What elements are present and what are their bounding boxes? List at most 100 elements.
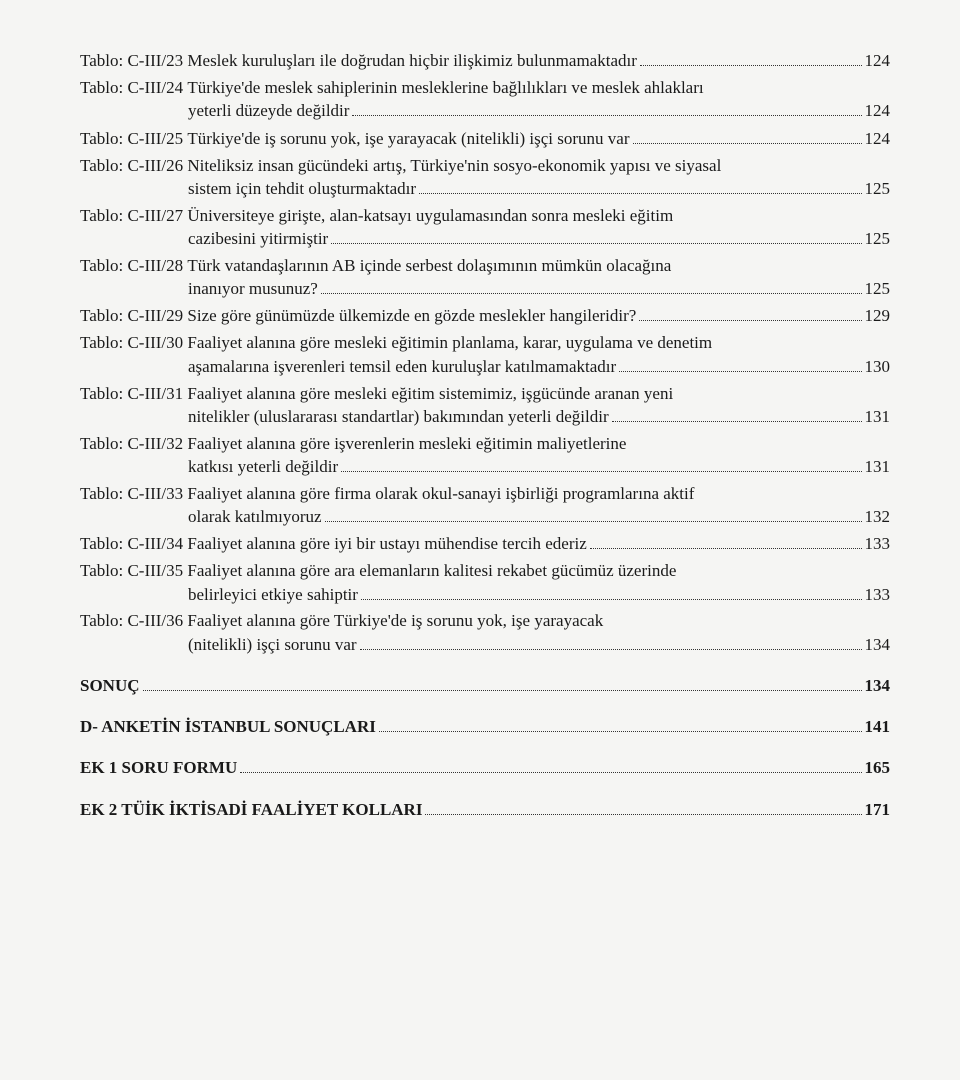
leader-dots — [325, 506, 862, 522]
toc-entry: Tablo: C-III/24 Türkiye'de meslek sahipl… — [80, 77, 890, 123]
entry-page: 129 — [865, 305, 891, 328]
entry-text: cazibesini yitirmiştir — [188, 228, 328, 251]
toc-entry: Tablo: C-III/28 Türk vatandaşlarının AB … — [80, 255, 890, 301]
toc-line: nitelikler (uluslararası standartlar) ba… — [80, 406, 890, 429]
entry-label: Tablo: C-III/34 — [80, 533, 187, 556]
leader-dots — [639, 305, 861, 321]
entry-label: Tablo: C-III/30 — [80, 332, 187, 355]
toc-line: Tablo: C-III/32 Faaliyet alanına göre iş… — [80, 433, 890, 456]
section-entry: SONUÇ 134 — [80, 675, 890, 698]
section-page: 134 — [865, 675, 891, 698]
leader-dots — [590, 533, 862, 549]
leader-dots — [640, 50, 862, 66]
leader-dots — [143, 675, 862, 691]
toc-line: belirleyici etkiye sahiptir 133 — [80, 583, 890, 606]
section-line: EK 2 TÜİK İKTİSADİ FAALİYET KOLLARI171 — [80, 798, 890, 821]
leader-dots — [612, 406, 862, 422]
entry-text: katkısı yeterli değildir — [188, 456, 338, 479]
leader-dots — [361, 583, 862, 599]
entry-page: 125 — [865, 228, 891, 251]
entry-page: 134 — [865, 634, 891, 657]
entry-text: inanıyor musunuz? — [188, 278, 318, 301]
toc-sections: SONUÇ 134 D- ANKETİN İSTANBUL SONUÇLARI 141… — [80, 675, 890, 822]
leader-dots — [331, 228, 861, 244]
entry-text: Faaliyet alanına göre firma olarak okul-… — [187, 483, 694, 506]
entry-text: Faaliyet alanına göre mesleki eğitim sis… — [187, 383, 673, 406]
entry-text: olarak katılmıyoruz — [188, 506, 322, 529]
toc-entry: Tablo: C-III/36 Faaliyet alanına göre Tü… — [80, 610, 890, 656]
section-label: EK 1 SORU FORMU — [80, 757, 237, 780]
entry-label: Tablo: C-III/28 — [80, 255, 187, 278]
entry-text: Faaliyet alanına göre ara elemanların ka… — [187, 560, 676, 583]
entry-label: Tablo: C-III/24 — [80, 77, 187, 100]
toc-line: Tablo: C-III/29 Size göre günümüzde ülke… — [80, 305, 890, 328]
entry-page: 132 — [865, 506, 891, 529]
leader-dots — [240, 757, 861, 773]
toc-entry: Tablo: C-III/29 Size göre günümüzde ülke… — [80, 305, 890, 328]
section-line: EK 1 SORU FORMU165 — [80, 757, 890, 780]
entry-page: 130 — [865, 356, 891, 379]
leader-dots — [633, 127, 862, 143]
entry-text: nitelikler (uluslararası standartlar) ba… — [188, 406, 609, 429]
leader-dots — [419, 178, 861, 194]
entry-page: 124 — [865, 50, 891, 73]
entry-text: Türkiye'de iş sorunu yok, işe yarayacak … — [187, 128, 629, 151]
entry-page: 124 — [865, 128, 891, 151]
entry-page: 133 — [865, 584, 891, 607]
toc-entry: Tablo: C-III/27 Üniversiteye girişte, al… — [80, 205, 890, 251]
toc-entry: Tablo: C-III/23 Meslek kuruluşları ile d… — [80, 50, 890, 73]
section-entry: EK 2 TÜİK İKTİSADİ FAALİYET KOLLARI171 — [80, 798, 890, 821]
entry-page: 131 — [865, 456, 891, 479]
entry-label: Tablo: C-III/32 — [80, 433, 187, 456]
entry-label: Tablo: C-III/31 — [80, 383, 187, 406]
toc-entry: Tablo: C-III/25 Türkiye'de iş sorunu yok… — [80, 127, 890, 150]
toc-line: Tablo: C-III/35 Faaliyet alanına göre ar… — [80, 560, 890, 583]
toc-entry: Tablo: C-III/34 Faaliyet alanına göre iy… — [80, 533, 890, 556]
toc-line: Tablo: C-III/27 Üniversiteye girişte, al… — [80, 205, 890, 228]
toc-line: yeterli düzeyde değildir124 — [80, 100, 890, 123]
toc-entry: Tablo: C-III/33 Faaliyet alanına göre fi… — [80, 483, 890, 529]
toc-line: sistem için tehdit oluşturmaktadır125 — [80, 178, 890, 201]
entry-page: 133 — [865, 533, 891, 556]
section-line: SONUÇ 134 — [80, 675, 890, 698]
section-page: 141 — [865, 716, 891, 739]
entry-label: Tablo: C-III/35 — [80, 560, 187, 583]
section-page: 171 — [865, 799, 891, 822]
toc-page: Tablo: C-III/23 Meslek kuruluşları ile d… — [0, 0, 960, 878]
section-label: D- ANKETİN İSTANBUL SONUÇLARI — [80, 716, 376, 739]
toc-line: Tablo: C-III/36 Faaliyet alanına göre Tü… — [80, 610, 890, 633]
toc-entry: Tablo: C-III/30 Faaliyet alanına göre me… — [80, 332, 890, 378]
entry-label: Tablo: C-III/29 — [80, 305, 187, 328]
entry-text: aşamalarına işverenleri temsil eden kuru… — [188, 356, 616, 379]
entry-page: 124 — [865, 100, 891, 123]
entry-text: Size göre günümüzde ülkemizde en gözde m… — [187, 305, 636, 328]
entry-text: Meslek kuruluşları ile doğrudan hiçbir i… — [187, 50, 636, 73]
entry-text: Türk vatandaşlarının AB içinde serbest d… — [187, 255, 671, 278]
entry-label: Tablo: C-III/23 — [80, 50, 187, 73]
toc-line: Tablo: C-III/23 Meslek kuruluşları ile d… — [80, 50, 890, 73]
toc-entry: Tablo: C-III/35 Faaliyet alanına göre ar… — [80, 560, 890, 606]
entry-text: Faaliyet alanına göre iyi bir ustayı müh… — [187, 533, 586, 556]
toc-line: Tablo: C-III/33 Faaliyet alanına göre fi… — [80, 483, 890, 506]
leader-dots — [321, 278, 862, 294]
entry-text: Faaliyet alanına göre Türkiye'de iş soru… — [187, 610, 603, 633]
toc-line: Tablo: C-III/30 Faaliyet alanına göre me… — [80, 332, 890, 355]
toc-line: katkısı yeterli değildir 131 — [80, 456, 890, 479]
entry-label: Tablo: C-III/27 — [80, 205, 187, 228]
toc-line: inanıyor musunuz?125 — [80, 278, 890, 301]
leader-dots — [379, 716, 862, 732]
leader-dots — [425, 798, 861, 814]
entry-label: Tablo: C-III/25 — [80, 128, 187, 151]
toc-line: Tablo: C-III/26 Niteliksiz insan gücünde… — [80, 155, 890, 178]
entry-label: Tablo: C-III/26 — [80, 155, 187, 178]
section-label: SONUÇ — [80, 675, 140, 698]
entry-label: Tablo: C-III/36 — [80, 610, 187, 633]
entry-text: belirleyici etkiye sahiptir — [188, 584, 358, 607]
section-entry: EK 1 SORU FORMU165 — [80, 757, 890, 780]
toc-line: Tablo: C-III/25 Türkiye'de iş sorunu yok… — [80, 127, 890, 150]
entry-text: sistem için tehdit oluşturmaktadır — [188, 178, 416, 201]
entry-label: Tablo: C-III/33 — [80, 483, 187, 506]
entry-text: Faaliyet alanına göre mesleki eğitimin p… — [187, 332, 712, 355]
entry-text: Üniversiteye girişte, alan-katsayı uygul… — [187, 205, 673, 228]
toc-line: Tablo: C-III/28 Türk vatandaşlarının AB … — [80, 255, 890, 278]
